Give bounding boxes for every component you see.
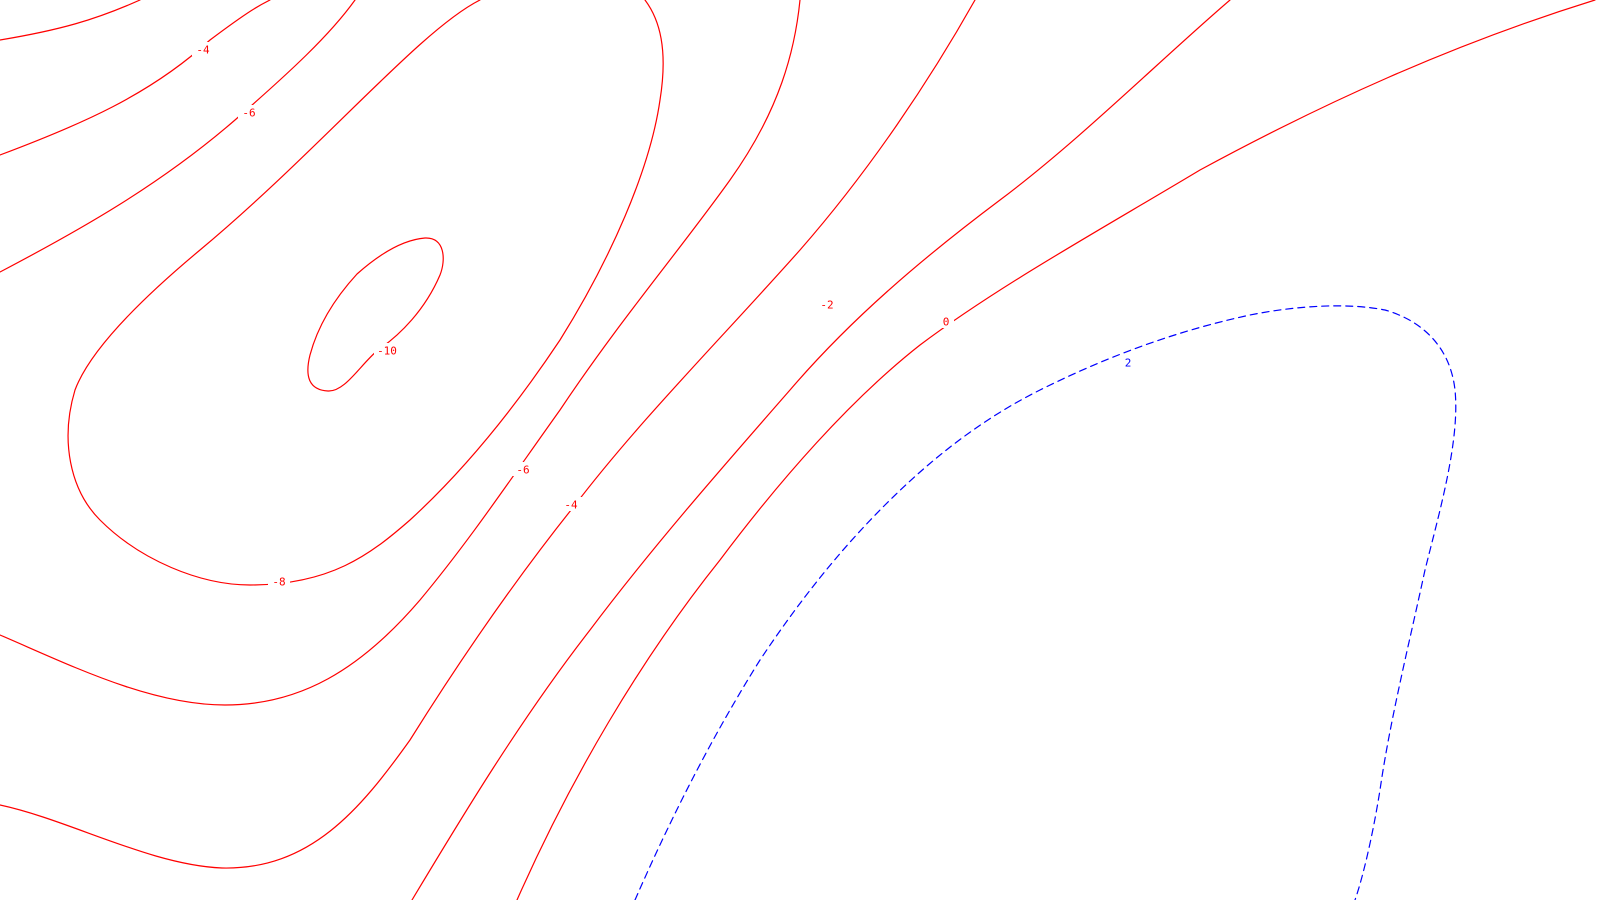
- contour-label: 0: [943, 316, 950, 329]
- contour-label-group-neg8: -8: [268, 574, 290, 589]
- contour-label: -8: [272, 576, 285, 589]
- contour-label: -4: [564, 499, 578, 512]
- contour-label-group-neg4-top: -4: [192, 42, 214, 57]
- contour-label-group-neg10: -10: [374, 343, 400, 358]
- contour-label-group-neg6-lower: -6: [512, 462, 534, 477]
- contour-label: -2: [820, 299, 833, 312]
- contour-label-group-neg4-lower: -4: [560, 497, 582, 512]
- contour-line-neg4-top-b: [0, 0, 271, 156]
- contour-line-neg6-top: [0, 0, 356, 273]
- contour-label: 2: [1125, 357, 1132, 370]
- contour-line-neg4-top: [0, 0, 141, 41]
- contour-label: -6: [242, 107, 255, 120]
- contour-line-neg8: [67, 0, 664, 586]
- contour-label: -10: [377, 345, 397, 358]
- contour-label-group-neg2: -2: [816, 297, 838, 312]
- contour-label-group-pos2: 2: [1120, 355, 1136, 370]
- contour-line-zero: [516, 0, 1596, 900]
- contour-line-pos2: [634, 305, 1457, 900]
- contour-label: -4: [196, 44, 210, 57]
- contour-line-neg4-lower: [0, 0, 976, 869]
- contour-label-group-zero: 0: [938, 314, 954, 329]
- contour-label-group-neg6-top: -6: [238, 105, 260, 120]
- contour-line-neg6-lower: [0, 0, 801, 706]
- contour-label: -6: [516, 464, 529, 477]
- contour-line-neg2: [411, 0, 1231, 900]
